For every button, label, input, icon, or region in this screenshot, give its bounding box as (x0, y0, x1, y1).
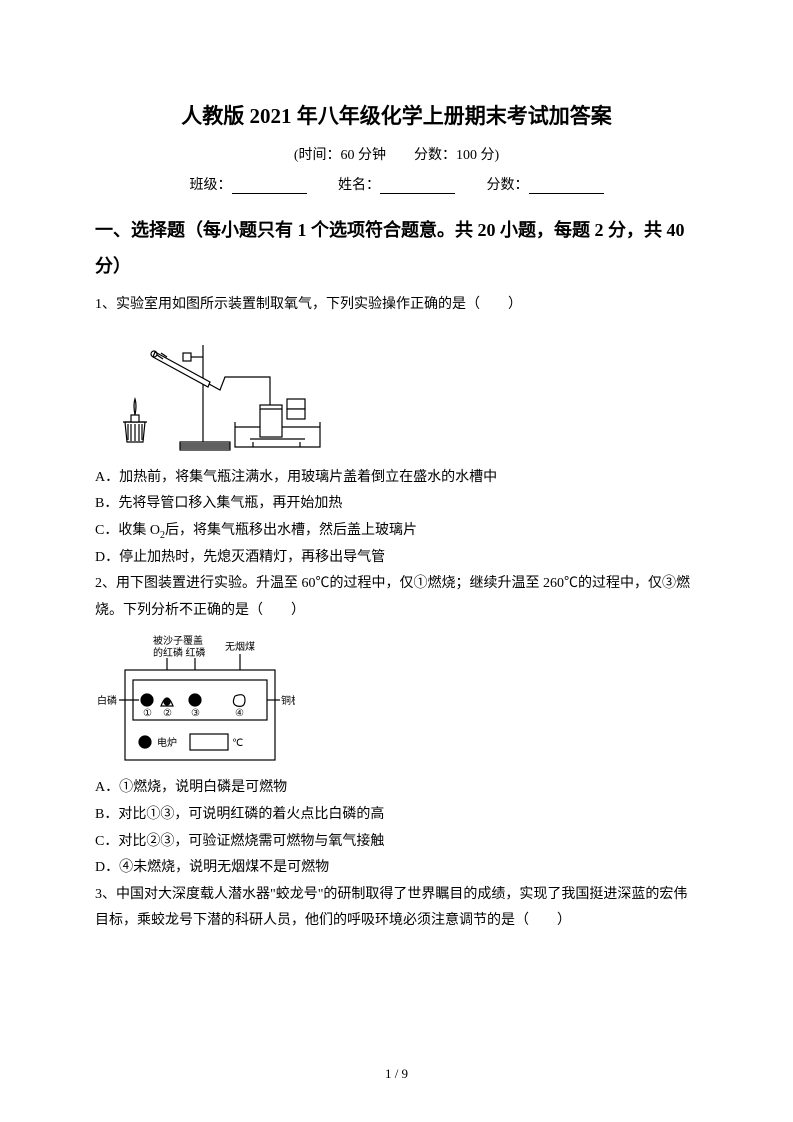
name-label: 姓名： (338, 178, 380, 193)
section-1-header: 一、选择题（每小题只有 1 个选项符合题意。共 20 小题，每题 2 分，共 4… (95, 212, 698, 284)
question-3-stem: 3、中国对大深度载人潜水器"蛟龙号"的研制取得了世界瞩目的成绩，实现了我国挺进深… (95, 882, 698, 935)
exam-subtitle: (时间：60 分钟 分数：100 分) (95, 144, 698, 164)
diagram-1 (95, 327, 698, 457)
q1-option-c: C．收集 O2后，将集气瓶移出水槽，然后盖上玻璃片 (95, 518, 698, 545)
d2-label-right: 铜板 (281, 694, 295, 707)
q1-option-d: D．停止加热时，先熄灭酒精灯，再移出导气管 (95, 545, 698, 572)
q1-option-b: B．先将导管口移入集气瓶，再开始加热 (95, 491, 698, 518)
score-blank (529, 178, 604, 194)
question-2-stem: 2、用下图装置进行实验。升温至 60℃的过程中，仅①燃烧；继续升温至 260℃的… (95, 571, 698, 624)
class-blank (232, 178, 307, 194)
q1-option-a: A．加热前，将集气瓶注满水，用玻璃片盖着倒立在盛水的水槽中 (95, 465, 698, 492)
svg-text:④: ④ (235, 708, 244, 719)
d2-label-top2: 的红磷 红磷 (153, 646, 206, 659)
exam-title: 人教版 2021 年八年级化学上册期末考试加答案 (95, 100, 698, 130)
q2-option-a: A．①燃烧，说明白磷是可燃物 (95, 775, 698, 802)
d2-label-heater: 电炉 (157, 736, 177, 749)
d2-label-top: 被沙子覆盖 (153, 634, 203, 647)
name-blank (380, 178, 455, 194)
d2-label-top3: 无烟煤 (225, 640, 255, 653)
q2-option-c: C．对比②③，可验证燃烧需可燃物与氧气接触 (95, 829, 698, 856)
question-1-stem: 1、实验室用如图所示装置制取氧气，下列实验操作正确的是（ ） (95, 292, 698, 319)
class-label: 班级： (190, 178, 232, 193)
q2-option-d: D．④未燃烧，说明无烟煤不是可燃物 (95, 855, 698, 882)
d2-label-left: 白磷 (97, 694, 117, 707)
q2-option-b: B．对比①③，可说明红磷的着火点比白磷的高 (95, 802, 698, 829)
d2-label-celsius: ℃ (232, 738, 243, 749)
diagram-2: 被沙子覆盖 的红磷 红磷 无烟煤 ① ② ③ ④ (95, 632, 698, 767)
svg-text:②: ② (163, 708, 172, 719)
score-label: 分数： (487, 178, 529, 193)
svg-text:③: ③ (191, 708, 200, 719)
student-info-line: 班级： 姓名： 分数： (95, 174, 698, 194)
page-number: 1 / 9 (0, 1066, 793, 1082)
svg-text:①: ① (143, 708, 152, 719)
